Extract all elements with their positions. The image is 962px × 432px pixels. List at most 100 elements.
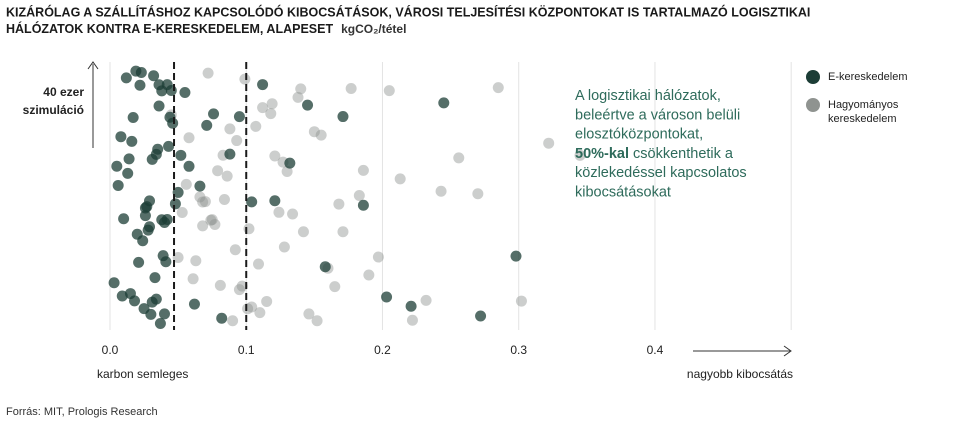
point: [292, 91, 304, 103]
annotation: elosztóközpontokat,: [575, 126, 703, 142]
point: [148, 70, 160, 82]
x-label: karbon semleges: [97, 367, 188, 381]
point: [236, 280, 248, 292]
point: [420, 294, 432, 306]
point: [453, 152, 465, 164]
annotation-text: kibocsátásokat: [575, 184, 671, 200]
y-label: szimuláció: [23, 103, 84, 117]
point: [257, 102, 269, 114]
point: [139, 210, 151, 222]
point: [381, 291, 393, 303]
annotation-bold: 50%-kal: [575, 146, 629, 162]
point: [123, 153, 135, 165]
chart-title: HÁLÓZATOK KONTRA E-KERESKEDELEM, ALAPESE…: [6, 21, 333, 36]
x-tick-label: 0.4: [647, 343, 664, 357]
point: [233, 284, 245, 296]
point: [302, 99, 314, 111]
point: [242, 303, 254, 315]
point: [406, 314, 418, 326]
point: [153, 100, 165, 112]
point: [308, 126, 320, 138]
point: [337, 111, 349, 123]
point: [515, 295, 527, 307]
x-arrow-head: [783, 345, 792, 357]
point: [120, 72, 132, 84]
point: [144, 221, 156, 233]
point: [180, 178, 192, 190]
point: [284, 157, 296, 169]
point: [201, 119, 213, 131]
point: [345, 82, 357, 94]
point: [172, 186, 184, 198]
point: [161, 214, 173, 226]
point: [265, 108, 277, 120]
point: [190, 255, 202, 267]
point: [172, 251, 184, 263]
point: [149, 272, 161, 284]
point: [197, 220, 209, 232]
point: [150, 293, 162, 305]
point: [273, 206, 285, 218]
point: [122, 167, 134, 179]
point: [127, 111, 139, 123]
legend-label: Hagyományos kereskedelem: [828, 99, 899, 125]
point: [394, 173, 406, 185]
annotation-text: A logisztikai hálózatok,: [575, 88, 721, 104]
point: [163, 140, 175, 152]
point: [357, 164, 369, 176]
point: [183, 160, 195, 172]
point: [278, 241, 290, 253]
annotation-text: közlekedéssel kapcsolatos: [575, 165, 747, 181]
point: [239, 73, 251, 85]
point: [134, 79, 146, 91]
annotation: A logisztikai hálózatok,: [575, 88, 721, 104]
point: [205, 214, 217, 226]
point: [246, 196, 258, 208]
point: [229, 244, 241, 256]
x-tick-label: 0.2: [374, 343, 391, 357]
point: [295, 83, 307, 95]
point: [115, 131, 127, 143]
point: [574, 149, 586, 161]
point: [227, 315, 239, 327]
point: [254, 307, 266, 319]
legend-marker: [806, 98, 820, 112]
annotation: beleértve a városon belüli: [575, 107, 740, 123]
point: [372, 251, 384, 263]
annotation-text: csökkenthetik a: [629, 146, 734, 162]
point: [246, 301, 258, 313]
point: [212, 165, 224, 177]
point: [183, 132, 195, 144]
point: [269, 195, 281, 207]
point: [231, 135, 243, 147]
point: [176, 206, 188, 218]
point: [281, 166, 293, 178]
point: [353, 189, 365, 201]
point: [169, 198, 181, 210]
point: [194, 191, 206, 203]
point: [297, 226, 309, 238]
point: [206, 214, 218, 226]
point: [145, 308, 157, 320]
point: [438, 97, 450, 109]
point: [337, 226, 349, 238]
annotation-text: elosztóközpontokat,: [575, 126, 703, 142]
annotation: közlekedéssel kapcsolatos: [575, 165, 747, 181]
annotation-text: beleértve a városon belüli: [575, 107, 740, 123]
point: [319, 261, 331, 273]
point: [510, 250, 522, 262]
point: [250, 120, 262, 132]
point: [167, 117, 179, 129]
point: [261, 295, 273, 307]
point: [224, 148, 236, 160]
x-tick-label: 0.3: [510, 343, 527, 357]
point: [543, 137, 555, 149]
point: [311, 315, 323, 327]
point: [108, 277, 120, 289]
point: [303, 308, 315, 320]
point: [475, 310, 487, 322]
point: [333, 198, 345, 210]
point: [116, 290, 128, 302]
point: [221, 170, 233, 182]
point: [150, 148, 162, 160]
